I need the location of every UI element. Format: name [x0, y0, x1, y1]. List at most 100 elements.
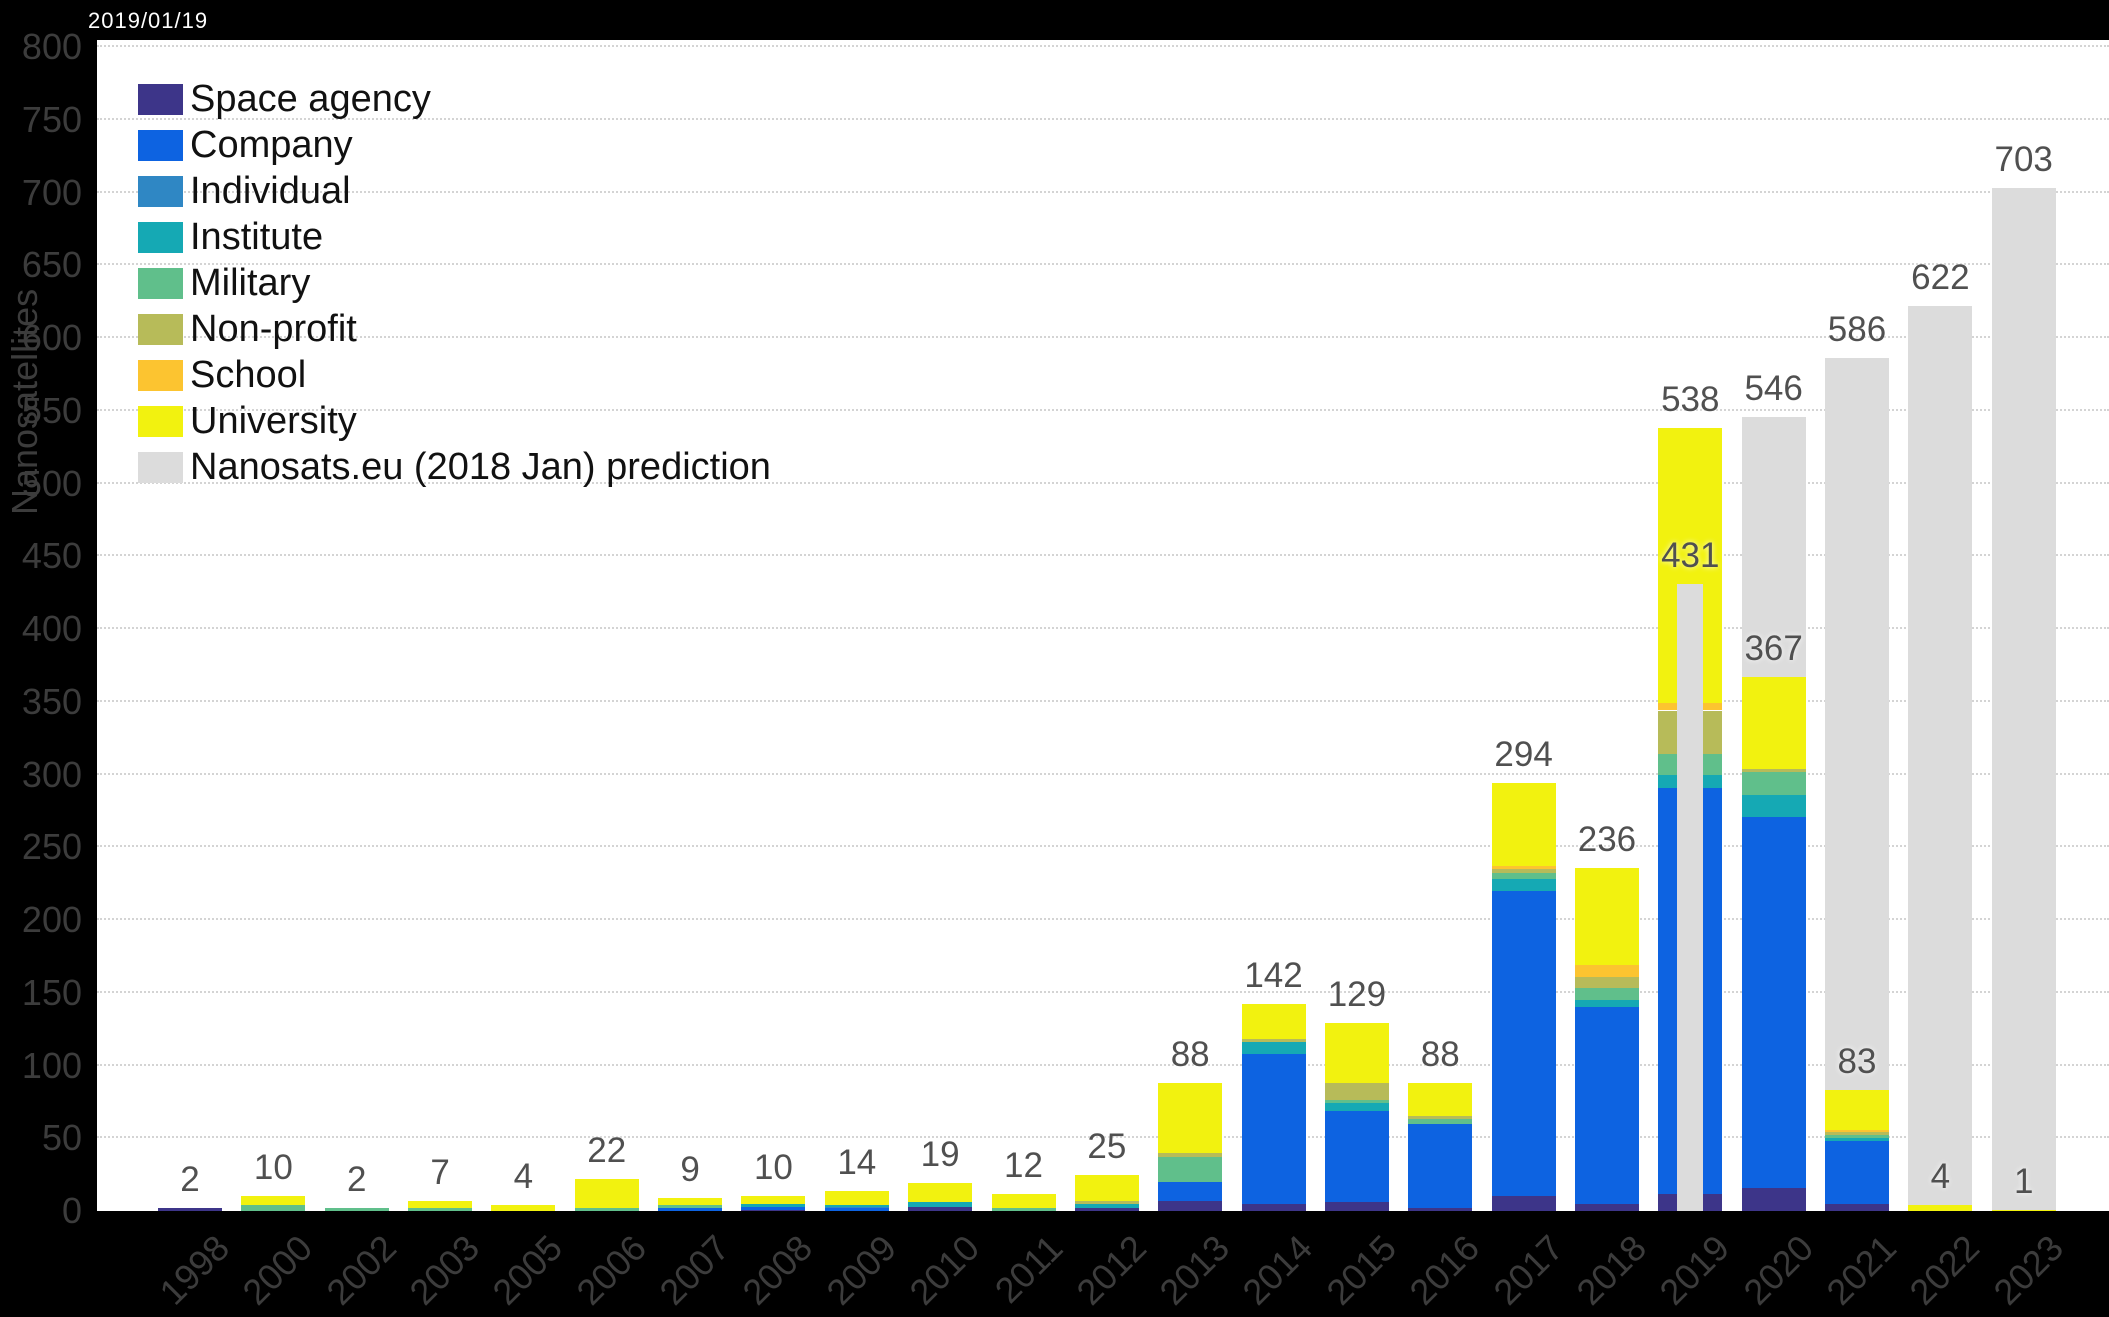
- bar-segment-2018-company: [1574, 1007, 1639, 1204]
- bar-segment-2014-non-profit: [1241, 1039, 1306, 1043]
- bar-segment-2023-university: [1991, 1209, 2056, 1211]
- legend-swatch-6: [138, 359, 183, 391]
- legend-swatch-3: [138, 221, 183, 253]
- bar-total-label-2021: 83: [1837, 1042, 1877, 1082]
- legend-row-1: Company: [138, 122, 771, 168]
- bar-segment-2020-space-agency: [1741, 1187, 1806, 1211]
- x-tick-label-2020: 2020: [1735, 1227, 1821, 1313]
- bar-total-label-1998: 2: [180, 1160, 200, 1200]
- bar-segment-2020-military: [1741, 771, 1806, 795]
- bar-segment-2017-university: [1491, 783, 1556, 867]
- date-label: 2019/01/19: [88, 8, 209, 33]
- bar-segment-2009-company: [824, 1208, 889, 1211]
- bar-segment-2021-school: [1825, 1129, 1889, 1133]
- legend-swatch-0: [138, 83, 183, 115]
- bar-segment-2013-military: [1158, 1157, 1223, 1182]
- legend-label-8: Nanosats.eu (2018 Jan) prediction: [190, 446, 771, 488]
- prediction-label-2020: 546: [1744, 368, 1803, 408]
- bar-segment-2014-company: [1241, 1053, 1306, 1204]
- y-tick-label: 50: [41, 1117, 82, 1159]
- bar-total-label-2007: 9: [680, 1149, 700, 1189]
- x-tick-label-2021: 2021: [1818, 1227, 1904, 1313]
- x-tick-label-2022: 2022: [1901, 1227, 1988, 1313]
- bar-segment-2017-non-profit: [1491, 869, 1556, 874]
- bar-segment-2010-university: [908, 1183, 973, 1203]
- bar-segment-2013-non-profit: [1158, 1152, 1223, 1158]
- x-tick-label-2013: 2013: [1151, 1227, 1238, 1313]
- bar-segment-2009-individual: [824, 1206, 889, 1209]
- bar-segment-2015-institute: [1324, 1103, 1389, 1111]
- bar-segment-2017-military: [1491, 873, 1556, 880]
- y-tick-label: 450: [21, 535, 82, 577]
- y-tick-label: 800: [21, 26, 82, 67]
- gridline: [97, 918, 2109, 920]
- legend-label-1: Company: [190, 124, 353, 166]
- legend-row-2: Individual: [138, 168, 771, 214]
- legend-label-6: School: [190, 354, 307, 396]
- prediction-label-2023: 703: [1994, 140, 2053, 180]
- bar-segment-2021-institute: [1825, 1138, 1889, 1142]
- y-tick-label: 350: [21, 680, 82, 722]
- legend-row-0: Space agency: [138, 76, 771, 122]
- bar-segment-2005-university: [491, 1205, 556, 1211]
- bar-segment-2016-military: [1408, 1119, 1473, 1124]
- x-tick-label-2015: 2015: [1318, 1227, 1404, 1313]
- bar-segment-2014-university: [1241, 1004, 1306, 1040]
- gridline: [97, 263, 2109, 266]
- y-tick-label: 600: [21, 317, 82, 358]
- y-tick-label: 750: [21, 98, 82, 140]
- bar-segment-2017-institute: [1491, 879, 1556, 891]
- bar-segment-2011-military: [991, 1208, 1056, 1211]
- bar-segment-2012-space-agency: [1074, 1208, 1139, 1211]
- gridline: [97, 1136, 2109, 1139]
- x-tick-label-2019: 2019: [1651, 1227, 1738, 1313]
- bar-segment-2008-institute: [741, 1203, 806, 1207]
- y-tick-label: 200: [21, 899, 82, 940]
- bar-total-label-2003: 7: [430, 1152, 450, 1192]
- bar-total-label-2011: 12: [1004, 1145, 1043, 1185]
- bar-segment-2003-university: [408, 1200, 473, 1209]
- gridline: [97, 554, 2109, 557]
- bar-segment-2012-institute: [1074, 1203, 1139, 1209]
- legend-swatch-2: [138, 175, 183, 207]
- legend-swatch-1: [138, 129, 183, 161]
- x-tick-label-2000: 2000: [234, 1227, 321, 1313]
- bar-total-label-2002: 2: [346, 1160, 367, 1200]
- bar-total-label-2019: 538: [1661, 380, 1720, 420]
- bar-total-label-2018: 236: [1577, 819, 1637, 859]
- x-tick-label-2014: 2014: [1234, 1227, 1321, 1313]
- bar-segment-2012-university: [1074, 1174, 1139, 1201]
- bar-segment-2015-university: [1324, 1023, 1389, 1083]
- legend-label-4: Military: [190, 262, 311, 304]
- bar-total-label-2014: 142: [1244, 956, 1303, 996]
- bar-total-label-2010: 19: [920, 1135, 960, 1175]
- y-tick-label: 150: [21, 971, 82, 1013]
- bar-total-label-2013: 88: [1170, 1034, 1210, 1074]
- bar-segment-2018-military: [1574, 988, 1639, 1001]
- legend-swatch-5: [138, 313, 183, 345]
- bar-segment-2021-company: [1825, 1141, 1889, 1204]
- y-tick-label: 400: [21, 608, 82, 649]
- legend-row-3: Institute: [138, 214, 771, 260]
- bar-segment-2016-non-profit: [1408, 1116, 1473, 1120]
- legend-row-8: Nanosats.eu (2018 Jan) prediction: [138, 444, 771, 490]
- prediction-bar-2021: [1825, 358, 1889, 1211]
- legend-label-7: University: [190, 400, 357, 442]
- bar-total-label-2015: 129: [1327, 975, 1387, 1015]
- bar-segment-2009-university: [824, 1190, 889, 1206]
- x-tick-label-2023: 2023: [1985, 1227, 2071, 1313]
- legend-row-6: School: [138, 352, 771, 398]
- gridline: [97, 1063, 2109, 1066]
- bar-segment-2012-non-profit: [1074, 1200, 1139, 1204]
- bar-segment-2017-school: [1491, 866, 1556, 870]
- x-tick-label-2005: 2005: [484, 1227, 571, 1313]
- legend-label-2: Individual: [190, 170, 351, 212]
- bar-segment-2017-space-agency: [1491, 1196, 1556, 1211]
- bar-segment-2006-military: [574, 1208, 639, 1211]
- bar-segment-2016-company: [1408, 1123, 1473, 1209]
- bar-segment-2007-university: [658, 1197, 723, 1206]
- gridline: [97, 190, 2109, 193]
- bar-segment-2015-space-agency: [1324, 1202, 1389, 1211]
- x-tick-label-2018: 2018: [1568, 1227, 1654, 1313]
